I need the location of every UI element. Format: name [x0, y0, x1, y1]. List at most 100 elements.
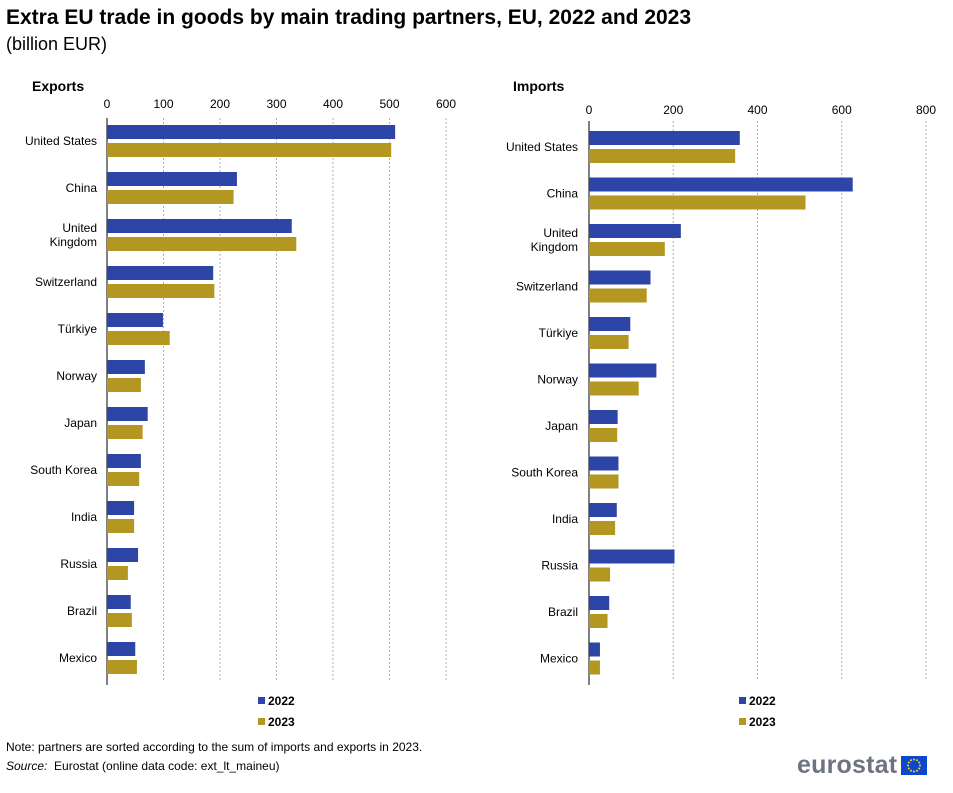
- tick-label: 500: [379, 97, 399, 111]
- category-label: Russia: [60, 557, 97, 571]
- charts-canvas: Exports 0 100 200 300 400 500 600 United States C…: [25, 78, 936, 729]
- footnote: Note: partners are sorted according to t…: [6, 740, 423, 754]
- category-label: Japan: [64, 416, 97, 430]
- category-label: Norway: [537, 373, 578, 387]
- bar-2023-south-korea: [589, 474, 619, 489]
- category-label: China: [66, 181, 98, 195]
- bar-2023-switzerland: [107, 284, 215, 298]
- category-label: Brazil: [548, 605, 578, 619]
- category-label: United States: [506, 140, 578, 154]
- bar-2022-brazil: [589, 596, 610, 610]
- bar-2022-mexico: [589, 642, 600, 657]
- category-label: Brazil: [67, 604, 97, 618]
- bar-2023-brazil: [107, 613, 132, 627]
- bar-2022-china: [107, 172, 237, 186]
- category-label: United Kingdom: [531, 226, 578, 254]
- bar-2022-russia: [107, 548, 139, 562]
- bar-2023-türkiye: [107, 331, 170, 345]
- tick-label: 400: [747, 103, 767, 117]
- bar-2023-norway: [589, 381, 639, 396]
- bar-2023-norway: [107, 378, 141, 392]
- bar-2023-mexico: [589, 660, 600, 675]
- bar-2022-türkiye: [589, 317, 631, 331]
- bar-2023-japan: [107, 425, 143, 439]
- bar-2023-japan: [589, 428, 618, 442]
- category-label: Mexico: [59, 651, 97, 665]
- bar-2022-japan: [589, 410, 618, 424]
- category-label: India: [552, 512, 578, 526]
- tick-label: 600: [436, 97, 456, 111]
- bar-2022-south-korea: [107, 454, 141, 468]
- chart-subtitle: (billion EUR): [6, 34, 108, 54]
- bar-2023-russia: [589, 567, 611, 582]
- bar-2023-united-states: [107, 143, 392, 157]
- bar-2023-switzerland: [589, 288, 647, 303]
- legend-swatch: [258, 718, 265, 725]
- category-label: Switzerland: [516, 280, 578, 294]
- chart-title: Extra EU trade in goods by main trading …: [6, 6, 692, 29]
- bar-2022-united-states: [107, 125, 396, 139]
- bar-2022-united-states: [589, 131, 740, 145]
- bar-2023-united-kingdom: [589, 242, 665, 256]
- bar-2022-türkiye: [107, 313, 163, 327]
- bar-2022-china: [589, 177, 853, 192]
- category-label: India: [71, 510, 97, 524]
- category-label: Mexico: [540, 652, 578, 666]
- bar-2022-india: [107, 501, 135, 515]
- panel-title: Imports: [513, 78, 565, 94]
- bar-2023-china: [107, 190, 234, 204]
- bar-2023-china: [589, 195, 806, 210]
- tick-label: 100: [153, 97, 173, 111]
- tick-label: 200: [210, 97, 230, 111]
- bar-2022-japan: [107, 407, 148, 421]
- legend-label: 2022: [749, 694, 776, 708]
- chart-panel-exports: Exports 0 100 200 300 400 500 600 United States C…: [25, 78, 456, 729]
- category-label: Russia: [541, 559, 578, 573]
- bar-2023-india: [589, 521, 616, 535]
- chart-panel-imports: Imports 0 200 400 600 800 United States China Un…: [506, 78, 936, 729]
- bar-2022-mexico: [107, 642, 136, 656]
- category-label: Norway: [56, 369, 97, 383]
- bar-2022-brazil: [107, 595, 131, 609]
- bar-2022-switzerland: [589, 270, 651, 285]
- bar-2023-south-korea: [107, 472, 140, 486]
- category-label: United States: [25, 134, 97, 148]
- bar-2022-switzerland: [107, 266, 214, 280]
- tick-label: 0: [104, 97, 111, 111]
- logo-text: eurostat: [797, 750, 898, 779]
- tick-label: 600: [832, 103, 852, 117]
- legend-label: 2023: [268, 715, 295, 729]
- bar-2023-united-states: [589, 149, 736, 163]
- source-text: Eurostat (online data code: ext_lt_maine…: [54, 759, 280, 773]
- panel-title: Exports: [32, 78, 84, 94]
- bar-2023-türkiye: [589, 335, 629, 349]
- tick-label: 0: [586, 103, 593, 117]
- bar-2022-india: [589, 503, 617, 517]
- eurostat-logo: eurostat: [797, 750, 928, 780]
- tick-label: 800: [916, 103, 936, 117]
- tick-label: 300: [266, 97, 286, 111]
- bar-2022-united-kingdom: [589, 224, 681, 238]
- bar-2023-india: [107, 519, 135, 533]
- category-label: United Kingdom: [50, 221, 97, 249]
- bar-2022-south-korea: [589, 456, 619, 471]
- category-label: South Korea: [30, 463, 97, 477]
- bar-2022-norway: [107, 360, 145, 374]
- bar-2023-brazil: [589, 614, 608, 628]
- bar-2023-mexico: [107, 660, 137, 674]
- tick-label: 200: [663, 103, 683, 117]
- category-label: Türkiye: [539, 326, 579, 340]
- source-label: Source:: [6, 759, 48, 773]
- legend-label: 2022: [268, 694, 295, 708]
- category-label: China: [547, 187, 579, 201]
- legend-swatch: [739, 718, 746, 725]
- eu-flag-icon: [901, 755, 928, 775]
- legend-swatch: [739, 697, 746, 704]
- bar-2022-norway: [589, 363, 657, 378]
- legend-swatch: [258, 697, 265, 704]
- category-label: Switzerland: [35, 275, 97, 289]
- category-label: South Korea: [511, 466, 578, 480]
- source-line: Source: Eurostat (online data code: ext_…: [6, 759, 280, 773]
- category-label: Türkiye: [58, 322, 98, 336]
- bar-2023-russia: [107, 566, 128, 580]
